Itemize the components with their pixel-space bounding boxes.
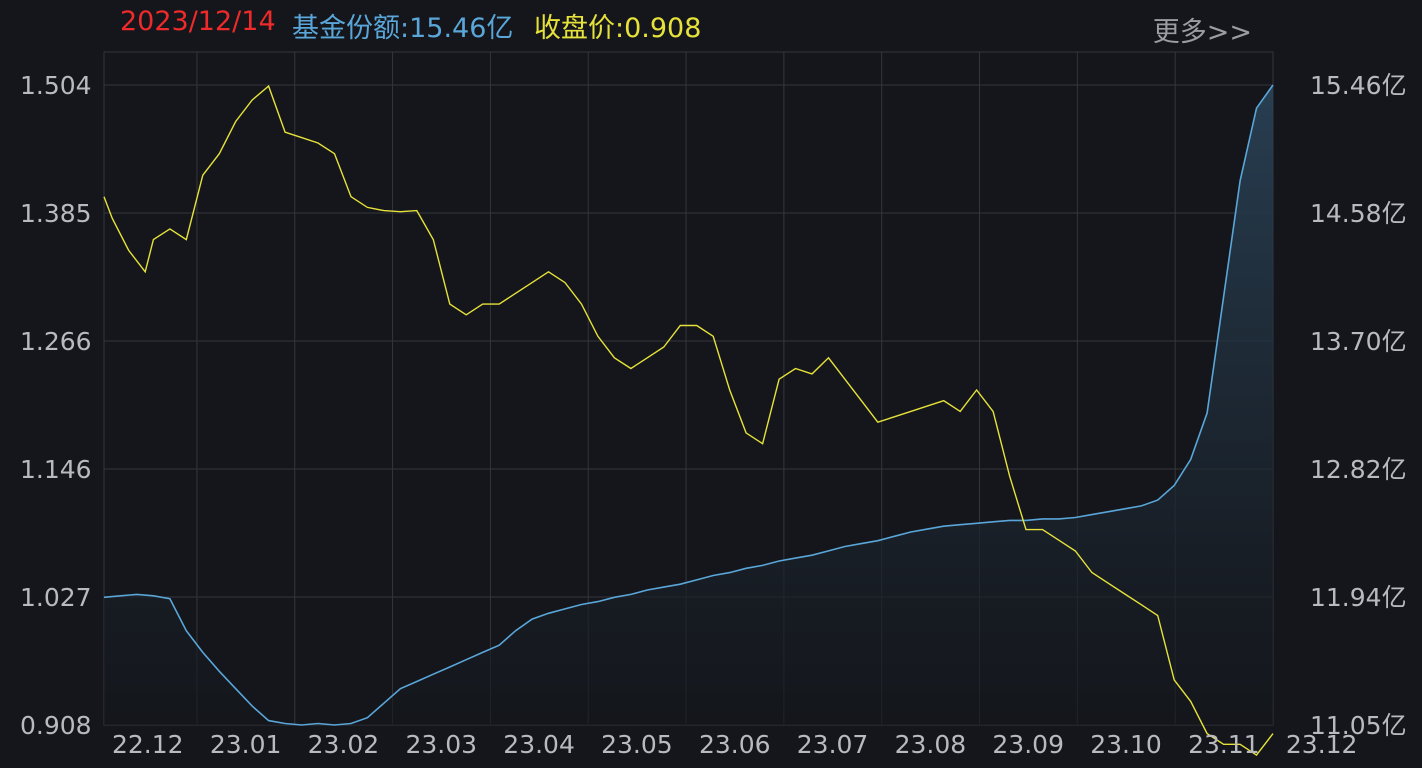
- y-right-tick-label: 11.05亿: [1310, 711, 1407, 740]
- x-tick-label: 23.04: [503, 730, 575, 759]
- x-tick-label: 23.11: [1188, 730, 1260, 759]
- header-date: 2023/12/14: [120, 6, 276, 37]
- y-left-tick-label: 0.908: [20, 711, 92, 740]
- share-area: [104, 85, 1273, 725]
- y-right-tick-label: 13.70亿: [1310, 327, 1407, 356]
- y-right-tick-label: 11.94亿: [1310, 583, 1407, 612]
- y-left-tick-label: 1.027: [20, 583, 92, 612]
- x-tick-label: 22.12: [112, 730, 184, 759]
- y-right-tick-label: 14.58亿: [1310, 199, 1407, 228]
- y-right-tick-label: 12.82亿: [1310, 455, 1407, 484]
- price-line: [103, 84, 1274, 757]
- x-tick-label: 23.03: [405, 730, 477, 759]
- x-tick-label: 23.02: [308, 730, 380, 759]
- share-line: [103, 84, 1274, 726]
- header-close-price: 收盘价:0.908: [534, 13, 702, 44]
- x-tick-label: 23.08: [895, 730, 967, 759]
- more-link[interactable]: 更多>>: [1152, 17, 1252, 48]
- y-left-tick-label: 1.266: [20, 327, 92, 356]
- y-left-tick-label: 1.146: [20, 455, 92, 484]
- x-tick-label: 23.05: [601, 730, 673, 759]
- x-tick-label: 23.01: [210, 730, 282, 759]
- x-tick-label: 23.07: [797, 730, 869, 759]
- header-fund-share: 基金份额:15.46亿: [292, 13, 514, 44]
- x-tick-label: 23.09: [992, 730, 1064, 759]
- y-left-tick-label: 1.385: [20, 199, 92, 228]
- y-left-tick-label: 1.504: [20, 71, 92, 100]
- y-right-tick-label: 15.46亿: [1310, 71, 1407, 100]
- x-tick-label: 23.10: [1090, 730, 1162, 759]
- x-tick-label: 23.12: [1286, 730, 1358, 759]
- x-tick-label: 23.06: [699, 730, 771, 759]
